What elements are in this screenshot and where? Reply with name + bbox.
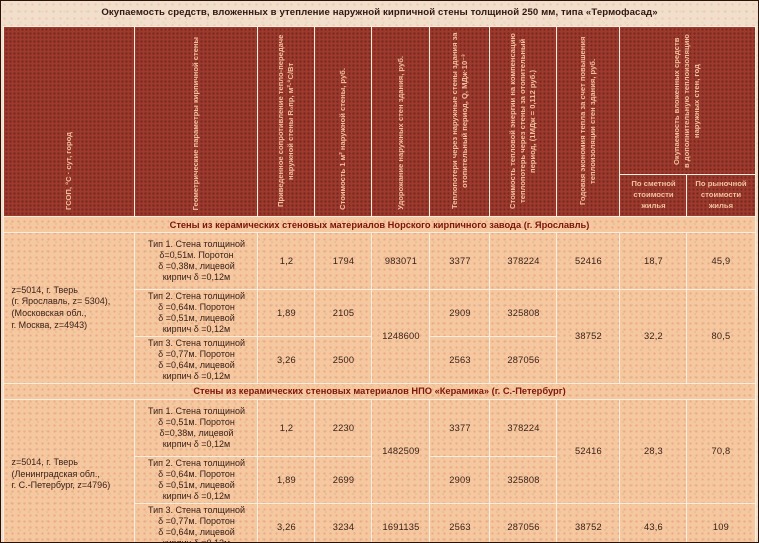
header-annual-savings: Годовая экономия тепла за счет повышения…: [556, 26, 621, 217]
annual-savings-value: 38752: [556, 289, 621, 384]
resistance-value: 1,89: [257, 455, 316, 504]
location-cell: z=5014, г. Тверь (г. Ярославль, z= 5304)…: [3, 232, 136, 384]
page-title: Окупаемость средств, вложенных в утеплен…: [101, 7, 658, 18]
resistance-value: 1,2: [257, 398, 316, 457]
annual-savings-value: 52416: [556, 398, 621, 504]
location-cell: z=5014, г. Тверь (Ленинградская обл., г.…: [3, 398, 136, 542]
section-title: Стены из керамических стеновых материало…: [3, 216, 756, 233]
resistance-value: 3,26: [257, 502, 316, 542]
payback-estimate-value: 28,3: [619, 398, 688, 504]
wall-type-cell: Тип 3. Стена толщиной δ =0,77м. Поротон …: [134, 502, 259, 542]
payback-table: ГСОП, °С · сут, город Геометрические пар…: [3, 26, 756, 542]
cost-increase-value: 983071: [371, 232, 431, 290]
header-payback-market: По рыночной стоимости жилья: [686, 174, 756, 217]
section-title: Стены из керамических стеновых материало…: [3, 382, 756, 400]
energy-cost-value: 378224: [489, 232, 558, 290]
table-row: Тип 2. Стена толщиной δ =0,64м. Поротон …: [4, 455, 755, 504]
section-row: Стены из керамических стеновых материало…: [3, 382, 756, 400]
cost-per-m2-value: 2105: [314, 289, 373, 337]
heat-loss-value: 2909: [429, 289, 491, 337]
section-row: Стены из керамических стеновых материало…: [3, 216, 756, 233]
payback-market-value: 45,9: [686, 232, 756, 290]
energy-cost-value: 325808: [489, 455, 558, 504]
cost-per-m2-value: 1794: [314, 232, 373, 290]
header-cost-m2-label: Стоимость 1 м² наружной стены, руб.: [338, 68, 348, 210]
cost-per-m2-value: 2699: [314, 455, 373, 504]
cost-per-m2-value: 3234: [314, 502, 373, 542]
annual-savings-value: 52416: [556, 232, 621, 290]
cost-per-m2-value: 2500: [314, 335, 373, 384]
wall-type-cell: Тип 3. Стена толщиной δ =0,77м. Поротон …: [134, 335, 259, 384]
resistance-value: 1,89: [257, 289, 316, 337]
heat-loss-value: 3377: [429, 398, 491, 457]
header-resistance: Приведенное сопротивление тепло-передаче…: [257, 26, 316, 217]
energy-cost-value: 287056: [489, 502, 558, 542]
table-row: Тип 2. Стена толщиной δ =0,64м. Поротон …: [4, 289, 756, 384]
header-gsop: ГСОП, °С · сут, город: [3, 26, 136, 217]
heat-loss-value: 2563: [429, 502, 491, 542]
header-payback-group: Окупаемость вложенных средств в дополнит…: [619, 26, 756, 175]
payback-market-value: 80,5: [686, 289, 756, 384]
header-cost-increase-label: Удорожание наружных стен здания, руб.: [395, 56, 405, 210]
table-body: Стены из керамических стеновых материало…: [3, 216, 756, 542]
header-heat-loss: Теплопотери через наружные стены здания …: [429, 26, 491, 217]
annual-savings-value: 38752: [556, 502, 621, 542]
wall-type-cell: Тип 2. Стена толщиной δ =0,64м. Поротон …: [134, 289, 259, 337]
cost-per-m2-value: 2230: [314, 398, 373, 457]
header-cost-m2: Стоимость 1 м² наружной стены, руб.: [314, 26, 373, 217]
payback-estimate-value: 32,2: [619, 289, 688, 384]
header-gsop-label: ГСОП, °С · сут, город: [64, 132, 74, 210]
header-cost-increase: Удорожание наружных стен здания, руб.: [371, 26, 431, 217]
heat-loss-value: 2563: [429, 335, 491, 384]
energy-cost-value: 378224: [489, 398, 558, 457]
cost-increase-value: 1482509: [371, 398, 431, 504]
header-heat-loss-label: Теплопотери через наружные стены здания …: [449, 32, 469, 210]
header-annual-savings-label: Годовая экономия тепла за счет повышения…: [578, 36, 598, 206]
header-energy-cost-label: Стоимость тепловой энергии на компенсаци…: [508, 33, 538, 209]
table-row: Тип 3. Стена толщиной δ =0,77м. Поротон …: [4, 502, 756, 542]
energy-cost-value: 287056: [489, 335, 558, 384]
payback-market-value: 70,8: [686, 398, 756, 504]
wall-type-cell: Тип 2. Стена толщиной δ =0,64м. Поротон …: [134, 455, 259, 504]
table-row: z=5014, г. Тверь (г. Ярославль, z= 5304)…: [3, 232, 756, 384]
header-payback-estimate: По сметной стоимости жилья: [619, 174, 688, 217]
table-header: ГСОП, °С · сут, город Геометрические пар…: [3, 26, 756, 217]
header-payback-group-label: Окупаемость вложенных средств в дополнит…: [672, 34, 702, 168]
resistance-value: 3,26: [257, 335, 316, 384]
payback-estimate-value: 18,7: [619, 232, 688, 290]
header-geometry: Геометрические параметры кирпичной стены: [134, 26, 259, 217]
cost-increase-value: 1248600: [371, 289, 431, 384]
wall-type-cell: Тип 1. Стена толщиной δ=0,51м. Поротон δ…: [134, 232, 259, 290]
header-geometry-label: Геометрические параметры кирпичной стены: [191, 36, 201, 210]
heat-loss-value: 3377: [429, 232, 491, 290]
resistance-value: 1,2: [257, 232, 316, 290]
header-resistance-label: Приведенное сопротивление тепло-передаче…: [276, 34, 296, 208]
heat-loss-value: 2909: [429, 455, 491, 504]
cost-increase-value: 1691135: [371, 502, 431, 542]
wall-type-cell: Тип 1. Стена толщиной δ =0,51м. Поротон …: [134, 398, 259, 457]
table-row: z=5014, г. Тверь (Ленинградская обл., г.…: [3, 398, 756, 542]
payback-market-value: 109: [686, 502, 756, 542]
payback-estimate-value: 43,6: [619, 502, 688, 542]
energy-cost-value: 325808: [489, 289, 558, 337]
header-energy-cost: Стоимость тепловой энергии на компенсаци…: [489, 26, 558, 217]
